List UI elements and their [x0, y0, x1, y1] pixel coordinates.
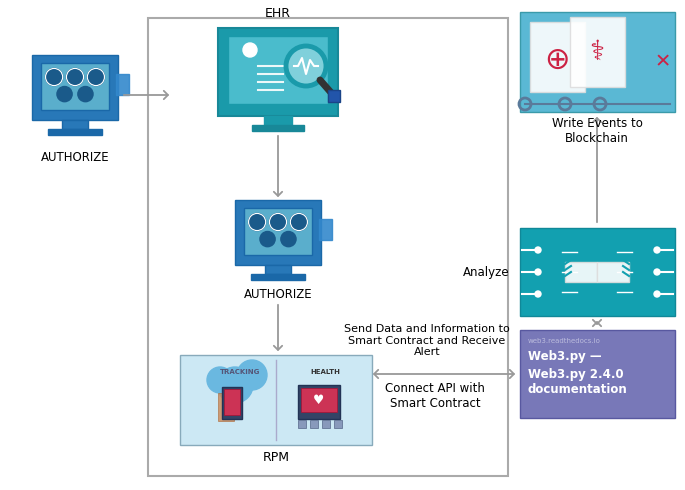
Circle shape	[290, 214, 308, 231]
Bar	[298, 385, 340, 419]
Text: AUTHORIZE: AUTHORIZE	[40, 151, 110, 164]
Bar	[218, 28, 338, 116]
Circle shape	[45, 69, 62, 86]
Bar	[597, 262, 629, 282]
Bar	[322, 420, 330, 428]
Circle shape	[535, 291, 541, 297]
Text: HEALTH: HEALTH	[310, 369, 340, 375]
Circle shape	[66, 69, 84, 86]
Circle shape	[260, 231, 275, 246]
Text: EHR: EHR	[265, 7, 291, 20]
Bar	[520, 228, 675, 316]
Bar	[41, 63, 109, 110]
Bar	[264, 265, 291, 274]
Circle shape	[207, 367, 233, 393]
Text: ♥: ♥	[313, 393, 325, 407]
Bar	[570, 17, 625, 87]
Circle shape	[249, 214, 266, 231]
Circle shape	[654, 291, 660, 297]
Text: Web3.py 2.4.0
documentation: Web3.py 2.4.0 documentation	[528, 368, 627, 396]
Text: ⚕: ⚕	[590, 38, 604, 66]
Bar	[264, 116, 292, 125]
Circle shape	[535, 269, 541, 275]
Bar	[301, 388, 337, 412]
Circle shape	[654, 247, 660, 253]
Bar	[565, 262, 597, 282]
Bar	[235, 200, 321, 265]
Text: RPM: RPM	[262, 451, 290, 464]
Bar	[244, 208, 312, 255]
Circle shape	[78, 87, 93, 102]
Circle shape	[654, 269, 660, 275]
Bar	[520, 330, 675, 418]
Text: AUTHORIZE: AUTHORIZE	[244, 288, 312, 301]
Circle shape	[217, 367, 253, 403]
Text: TRACKING: TRACKING	[220, 369, 260, 375]
Bar	[49, 129, 101, 135]
Bar	[32, 55, 118, 120]
Bar	[334, 420, 342, 428]
Text: ⊕: ⊕	[545, 46, 570, 74]
Bar	[116, 74, 129, 95]
Text: Send Data and Information to
Smart Contract and Receive
Alert: Send Data and Information to Smart Contr…	[345, 324, 510, 357]
Bar	[62, 120, 88, 129]
Bar	[224, 389, 240, 415]
Text: ✕: ✕	[655, 52, 671, 72]
Bar	[251, 274, 305, 280]
Bar	[328, 90, 340, 102]
Circle shape	[281, 231, 296, 246]
Circle shape	[243, 43, 257, 57]
Bar	[180, 355, 372, 445]
Bar	[252, 125, 304, 131]
Bar	[310, 420, 318, 428]
Circle shape	[57, 87, 72, 102]
Bar	[222, 387, 242, 419]
Bar	[218, 393, 234, 421]
Text: Web3.py —: Web3.py —	[528, 350, 601, 363]
Text: Connect API with
Smart Contract: Connect API with Smart Contract	[385, 382, 485, 410]
Text: Write Events to
Blockchain: Write Events to Blockchain	[551, 117, 643, 145]
Bar	[148, 18, 508, 476]
Bar	[228, 36, 328, 104]
Bar	[298, 420, 306, 428]
Circle shape	[535, 247, 541, 253]
Circle shape	[269, 214, 286, 231]
Circle shape	[88, 69, 104, 86]
Circle shape	[286, 46, 326, 86]
Bar	[530, 22, 585, 92]
Bar	[520, 12, 675, 112]
Circle shape	[237, 360, 267, 390]
Text: Analyze: Analyze	[463, 266, 510, 278]
Text: web3.readthedocs.io: web3.readthedocs.io	[528, 338, 601, 344]
Bar	[319, 220, 332, 240]
